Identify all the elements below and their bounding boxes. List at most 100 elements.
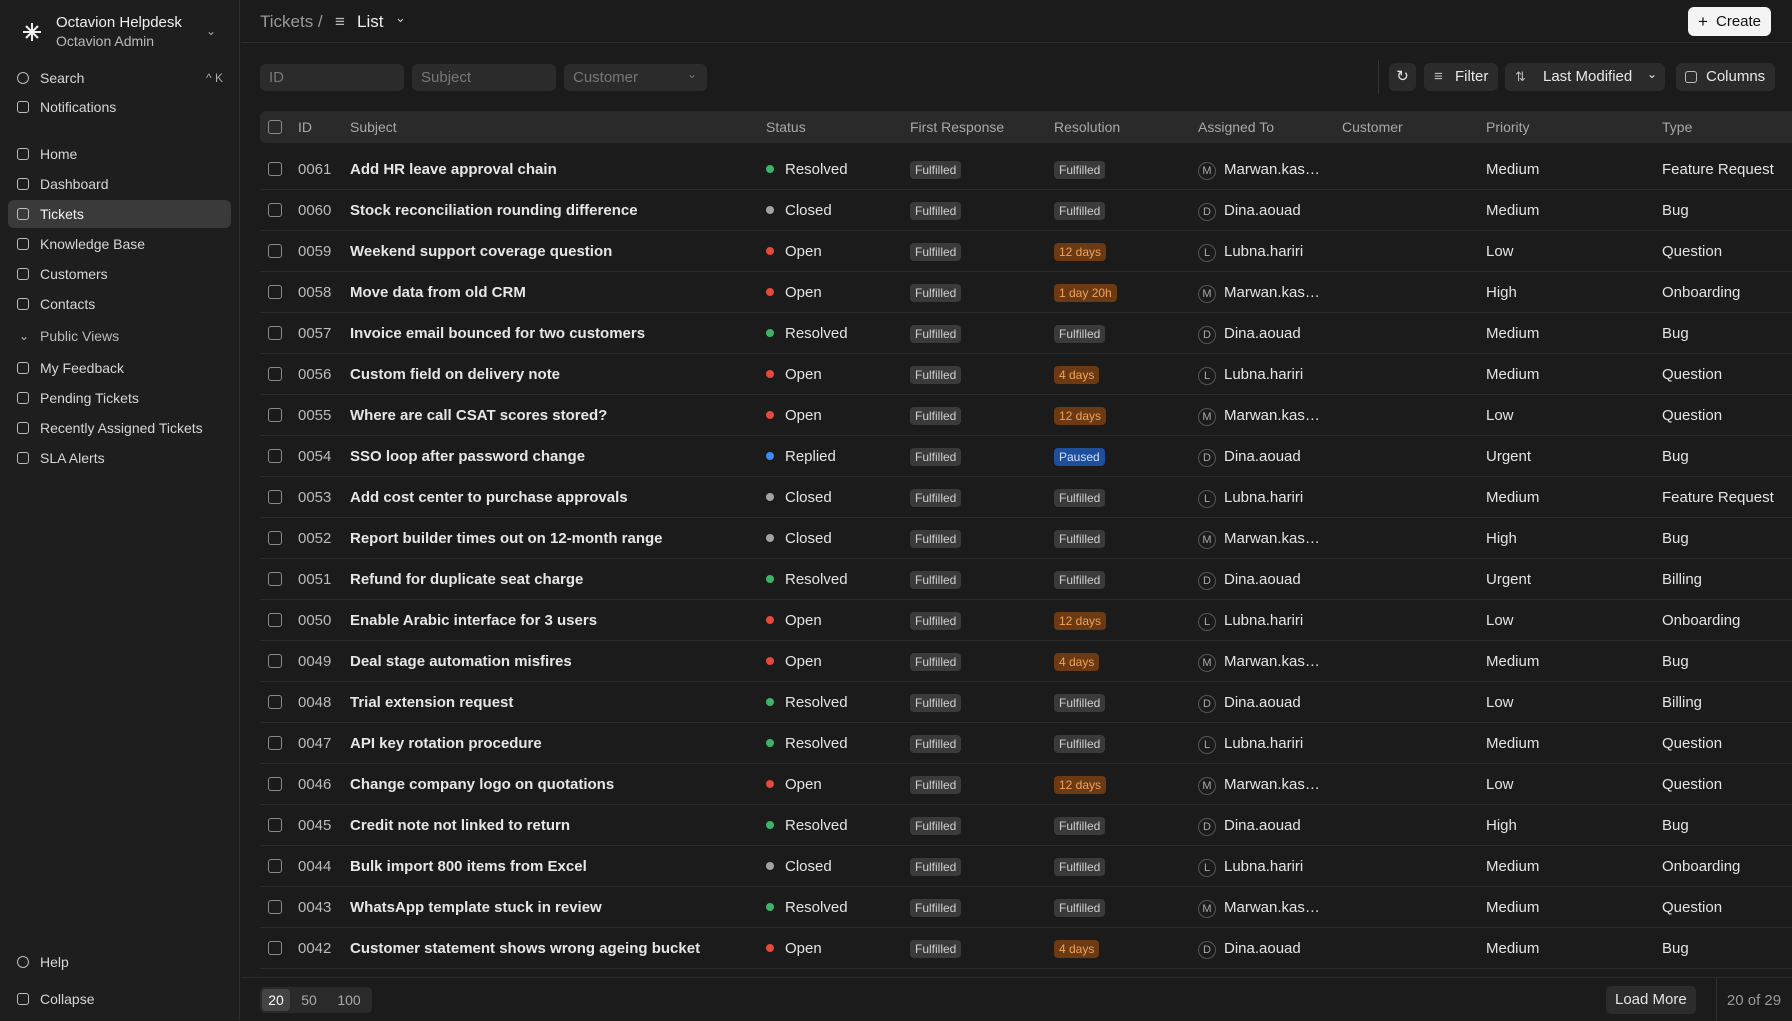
help[interactable]: Help: [8, 948, 231, 976]
row-checkbox[interactable]: [268, 572, 282, 586]
views-toggle[interactable]: ⌄ Public Views: [19, 328, 120, 344]
status-label: Closed: [785, 858, 832, 875]
sla-badge: Fulfilled: [910, 653, 962, 671]
ticket-row[interactable]: 0043 WhatsApp template stuck in review Res…: [260, 887, 1792, 928]
nav-item[interactable]: Recently Assigned Tickets: [8, 414, 231, 442]
sla-badge: Fulfilled: [1054, 530, 1106, 548]
page-size[interactable]: 100: [337, 992, 361, 1008]
ticket-row[interactable]: 0056 Custom field on delivery note Open Ful…: [260, 354, 1792, 395]
status-label: Resolved: [785, 571, 848, 588]
org-menu[interactable]: ⌄: [206, 24, 217, 38]
create-button[interactable]: + Create: [1688, 7, 1772, 36]
row-checkbox[interactable]: [268, 859, 282, 873]
filter-button[interactable]: ≡ Filter: [1424, 63, 1499, 91]
nav-item[interactable]: Customers: [8, 260, 231, 288]
ticket-row[interactable]: 0058 Move data from old CRM Open Fulfilled 1…: [260, 272, 1792, 313]
nav-item[interactable]: Home: [8, 140, 231, 168]
row-checkbox[interactable]: [268, 490, 282, 504]
search[interactable]: Search ^ K: [8, 64, 231, 92]
nav-icon: [17, 268, 29, 280]
id-filter[interactable]: ID: [260, 64, 404, 91]
ticket-row[interactable]: 0051 Refund for duplicate seat charge Reso…: [260, 559, 1792, 600]
subject-filter[interactable]: Subject: [412, 64, 556, 91]
customer-filter[interactable]: Customer ⌄: [564, 64, 707, 91]
assignee: M Marwan.kas…: [1198, 272, 1320, 313]
avatar: M: [1198, 900, 1216, 918]
divider: [1716, 978, 1717, 1021]
ticket-row[interactable]: 0053 Add cost center to purchase approval…: [260, 477, 1792, 518]
sla-badge: Fulfilled: [1054, 489, 1106, 507]
first-response: Fulfilled: [910, 477, 962, 518]
columns-button[interactable]: Columns: [1676, 63, 1776, 91]
ticket-row[interactable]: 0050 Enable Arabic interface for 3 users O…: [260, 600, 1792, 641]
row-checkbox[interactable]: [268, 941, 282, 955]
assignee-name: Marwan.kas…: [1224, 776, 1320, 793]
nav-item[interactable]: SLA Alerts: [8, 444, 231, 472]
refresh-button[interactable]: ↻: [1389, 63, 1416, 91]
row-checkbox[interactable]: [268, 367, 282, 381]
breadcrumb[interactable]: Tickets /: [260, 12, 323, 31]
ticket-row[interactable]: 0044 Bulk import 800 items from Excel Clos…: [260, 846, 1792, 887]
status-label: Open: [785, 653, 822, 670]
row-checkbox[interactable]: [268, 408, 282, 422]
sort-button[interactable]: ⇅ Last Modified ⌄: [1505, 63, 1665, 91]
ticket-type: Bug: [1662, 817, 1689, 834]
priority: Low: [1486, 694, 1514, 711]
notifications[interactable]: Notifications: [8, 93, 231, 121]
ticket-row[interactable]: 0052 Report builder times out on 12-month…: [260, 518, 1792, 559]
row-checkbox[interactable]: [268, 777, 282, 791]
avatar: L: [1198, 736, 1216, 754]
view-name[interactable]: List: [357, 12, 384, 31]
nav-item[interactable]: Dashboard: [8, 170, 231, 198]
row-checkbox[interactable]: [268, 162, 282, 176]
row-checkbox[interactable]: [268, 285, 282, 299]
page-size[interactable]: 20: [262, 989, 290, 1011]
create-label: Create: [1716, 13, 1762, 30]
row-checkbox[interactable]: [268, 203, 282, 217]
ticket-row[interactable]: 0045 Credit note not linked to return Reso…: [260, 805, 1792, 846]
ticket-row[interactable]: 0046 Change company logo on quotations Ope…: [260, 764, 1792, 805]
nav-item[interactable]: My Feedback: [8, 354, 231, 382]
row-checkbox[interactable]: [268, 695, 282, 709]
collapse[interactable]: Collapse: [8, 985, 231, 1013]
row-checkbox[interactable]: [268, 326, 282, 340]
ticket-row[interactable]: 0049 Deal stage automation misfires Open Fu…: [260, 641, 1792, 682]
ticket-subject: Bulk import 800 items from Excel: [350, 858, 587, 875]
nav-item[interactable]: Knowledge Base: [8, 230, 231, 258]
ticket-row[interactable]: 0042 Customer statement shows wrong agein…: [260, 928, 1792, 969]
row-checkbox[interactable]: [268, 818, 282, 832]
row-checkbox[interactable]: [268, 449, 282, 463]
ticket-row[interactable]: 0057 Invoice email bounced for two custom…: [260, 313, 1792, 354]
ticket-row[interactable]: 0047 API key rotation procedure Resolved Fu…: [260, 723, 1792, 764]
ticket-row[interactable]: 0059 Weekend support coverage question Ope…: [260, 231, 1792, 272]
load-more[interactable]: Load More: [1606, 986, 1696, 1014]
user-name[interactable]: Octavion Admin: [56, 33, 155, 49]
nav-label: Tickets: [40, 206, 84, 222]
row-checkbox[interactable]: [268, 900, 282, 914]
ticket-row[interactable]: 0048 Trial extension request Resolved Fulfi…: [260, 682, 1792, 723]
sla-badge: Fulfilled: [910, 243, 962, 261]
ticket-type: Onboarding: [1662, 858, 1741, 875]
resolution: 12 days: [1054, 231, 1107, 272]
assignee-name: Marwan.kas…: [1224, 899, 1320, 916]
nav-item[interactable]: Pending Tickets: [8, 384, 231, 412]
row-checkbox[interactable]: [268, 654, 282, 668]
page-size[interactable]: 50: [301, 992, 317, 1008]
ticket-row[interactable]: 0060 Stock reconciliation rounding differ…: [260, 190, 1792, 231]
row-checkbox[interactable]: [268, 736, 282, 750]
select-all[interactable]: [268, 120, 282, 134]
row-checkbox[interactable]: [268, 531, 282, 545]
assignee-name: Lubna.hariri: [1224, 243, 1304, 260]
assignee: M Marwan.kas…: [1198, 149, 1320, 190]
ticket-subject: SSO loop after password change: [350, 448, 586, 465]
ticket-row[interactable]: 0055 Where are call CSAT scores stored? Op…: [260, 395, 1792, 436]
resolution: Fulfilled: [1054, 723, 1106, 764]
first-response: Fulfilled: [910, 682, 962, 723]
view-menu[interactable]: ⌄: [395, 10, 406, 25]
nav-item[interactable]: Contacts: [8, 290, 231, 318]
nav-item[interactable]: Tickets: [8, 200, 231, 228]
row-checkbox[interactable]: [268, 244, 282, 258]
ticket-row[interactable]: 0054 SSO loop after password change Replie…: [260, 436, 1792, 477]
ticket-row[interactable]: 0061 Add HR leave approval chain Resolved F…: [260, 149, 1792, 190]
row-checkbox[interactable]: [268, 613, 282, 627]
